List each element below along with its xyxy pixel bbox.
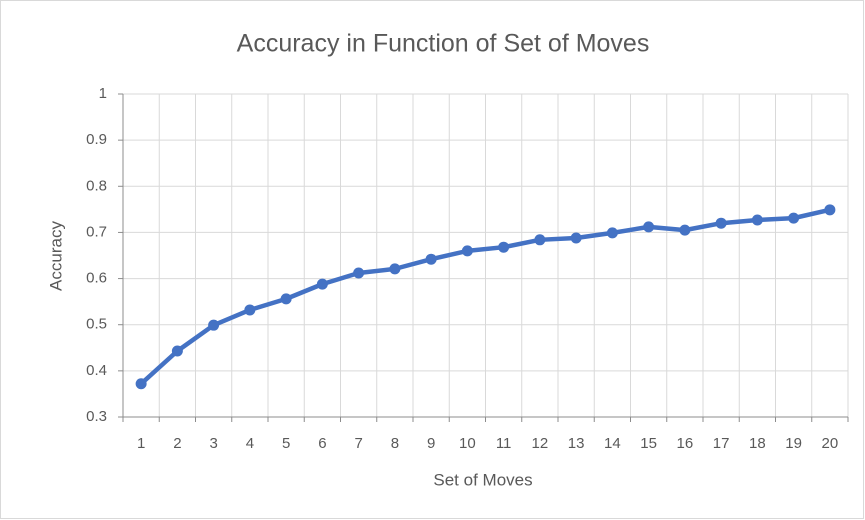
x-tick-label: 15 [640,435,657,452]
y-tick-label: 0.7 [86,223,107,240]
x-tick-label: 16 [677,435,694,452]
x-tick-label: 4 [246,435,254,452]
x-tick-label: 5 [282,435,290,452]
marker [570,232,582,244]
y-tick-label: 0.3 [86,408,107,425]
x-tick-label: 1 [137,435,145,452]
x-tick-label: 13 [568,435,585,452]
x-tick-label: 7 [354,435,362,452]
marker [715,217,727,229]
x-tick-label: 9 [427,435,435,452]
x-tick-label: 18 [749,435,766,452]
marker [534,234,546,246]
line [139,207,831,386]
x-tick-label: 11 [496,435,512,452]
marker [425,253,437,265]
y-tick-label: 0.9 [86,131,107,148]
marker [353,267,365,279]
x-tick-label: 20 [822,435,839,452]
y-tick-label: 1 [99,85,107,102]
x-tick-label: 14 [604,435,621,452]
y-tick-label: 0.5 [86,316,107,333]
marker [389,263,401,275]
marker [244,304,256,316]
marker [679,224,691,236]
marker [643,221,655,233]
y-tick-label: 0.4 [86,362,107,379]
marker [316,278,328,290]
x-tick-label: 12 [532,435,549,452]
x-tick-label: 10 [459,435,476,452]
x-tick-label: 17 [713,435,730,452]
marker [135,378,147,390]
x-tick-label: 8 [391,435,399,452]
y-tick-label: 0.8 [86,177,107,194]
marker [461,245,473,257]
marker [208,319,220,331]
marker [788,212,800,224]
y-tick-label: 0.6 [86,270,107,287]
marker [498,241,510,253]
y-axis-label: Accuracy [46,221,65,291]
x-tick-label: 2 [173,435,181,452]
chart-title: Accuracy in Function of Set of Moves [237,30,650,58]
marker [280,293,292,305]
marker [171,345,183,357]
x-tick-label: 3 [209,435,217,452]
x-axis-label: Set of Moves [433,470,532,489]
x-tick-label: 6 [318,435,326,452]
marker [606,227,618,239]
marker [751,214,763,226]
marker [824,204,836,216]
x-tick-label: 19 [785,435,802,452]
